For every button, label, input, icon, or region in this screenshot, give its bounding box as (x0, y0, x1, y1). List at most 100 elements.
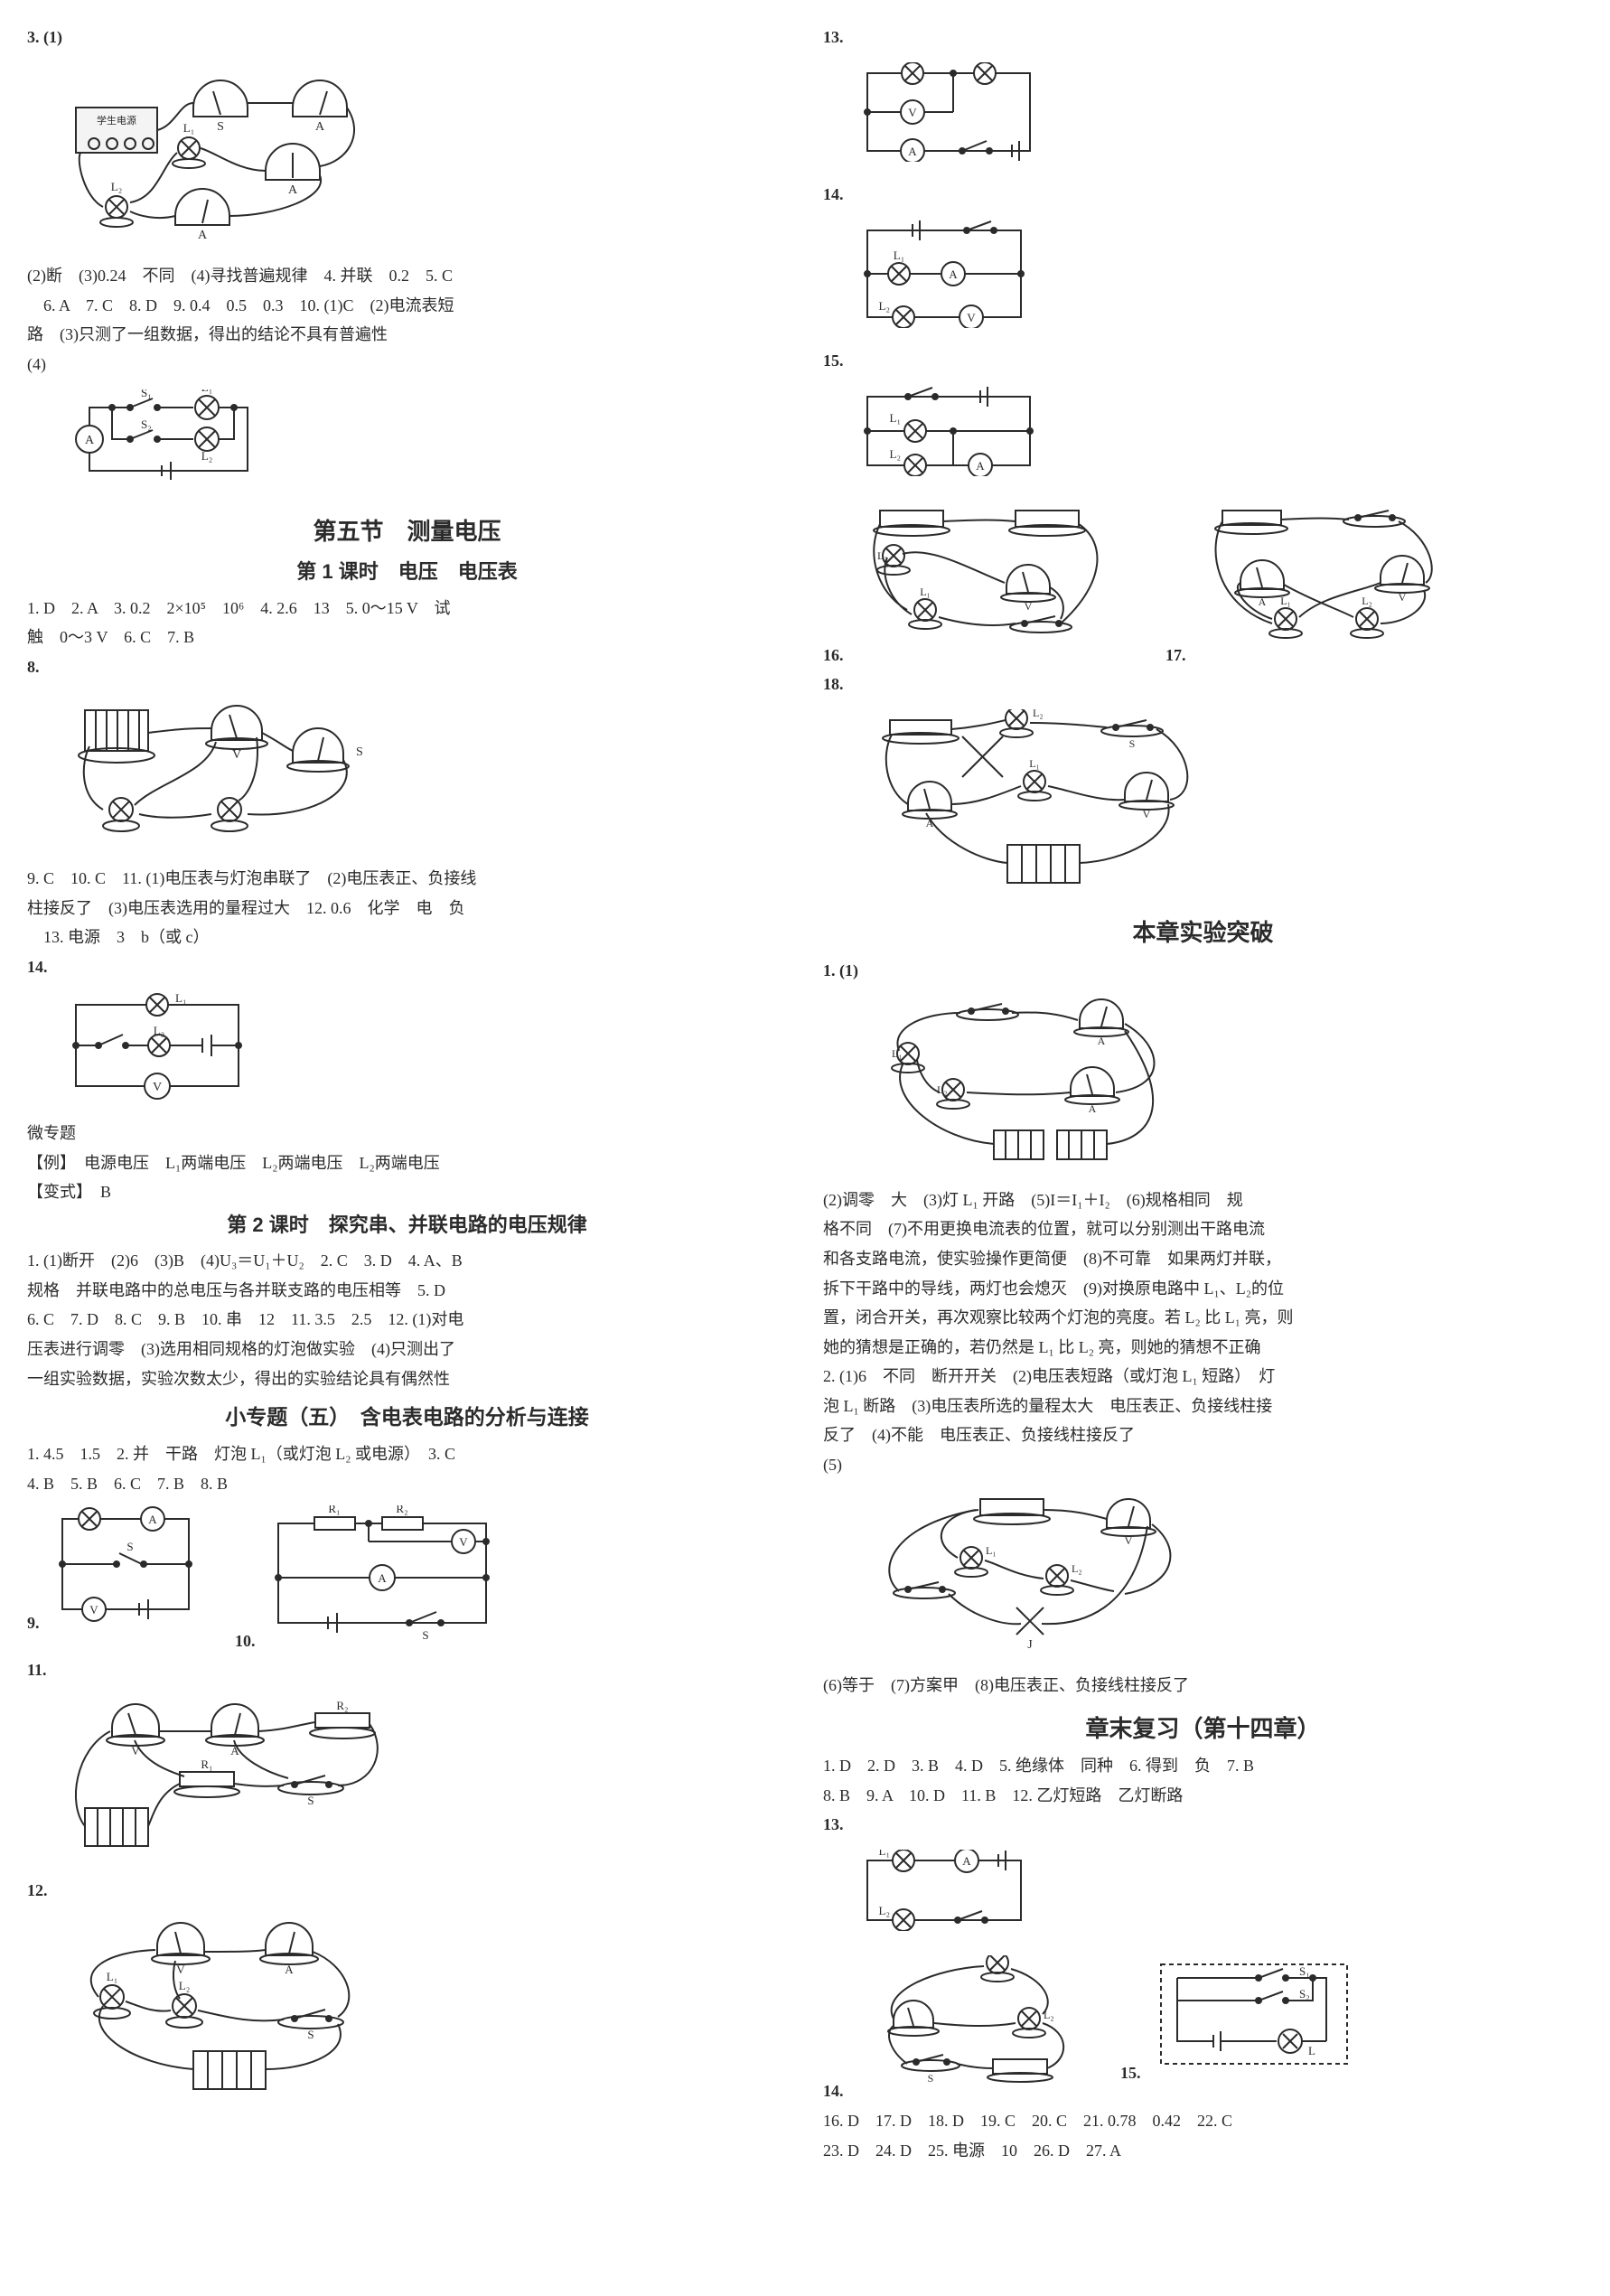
svg-text:A: A (1259, 595, 1267, 608)
rev-title: 章末复习（第十四章） (823, 1709, 1583, 1748)
exp-l4: 拆下干路中的导线，两灯也会熄灭 (9)对换原电路中 L₁、L₂的位 (823, 1275, 1583, 1303)
svg-text:R₂: R₂ (336, 1699, 348, 1712)
rev-q13: 13. (823, 1815, 844, 1833)
svg-text:V: V (1399, 591, 1407, 604)
page-root: 3. (1) 学生电源 S A A A L₁ (27, 22, 1583, 2166)
svg-text:L₁: L₁ (201, 389, 212, 394)
exp-q1: 1. (1) (823, 961, 858, 979)
svg-text:R₁: R₁ (328, 1505, 340, 1515)
diagram-t5-9: L A S V (43, 1500, 208, 1628)
q3-line3: 6. A 7. C 8. D 9. 0.4 0.5 0.3 10. (1)C (… (27, 292, 787, 320)
svg-text:L₂: L₂ (890, 447, 901, 461)
diagram-t5-10: R₁ R₂ V A S (259, 1500, 505, 1646)
svg-text:L₁: L₁ (892, 1047, 903, 1060)
svg-text:S: S (918, 386, 924, 387)
rev-l3: 16. D 17. D 18. D 19. C 20. C 21. 0.78 0… (823, 2107, 1583, 2135)
svg-text:S₂: S₂ (141, 417, 152, 431)
diagram-t5-11: V A R₂ R₁ S (52, 1690, 787, 1872)
s5p1-l5: 13. 电源 3 b（或 c） (27, 923, 787, 951)
exp-l6: 她的猜想是正确的，若仍然是 L₁ 比 L₂ 亮，则她的猜想不正确 (823, 1334, 1583, 1362)
diagram-r15: S L₁ L₂ A (848, 380, 1583, 491)
svg-text:L₂: L₂ (154, 1024, 164, 1037)
diagram-r13: L₁ L₂ V A (848, 57, 1583, 176)
svg-text:V: V (1125, 1534, 1133, 1547)
diagram-r17: V A L₁ L₂ (1190, 496, 1463, 661)
svg-text:A: A (1089, 1102, 1097, 1115)
exp-l7: 2. (1)6 不同 断开开关 (2)电压表短路（或灯泡 L₁ 短路） 灯 (823, 1363, 1583, 1391)
svg-text:L₁: L₁ (1280, 595, 1291, 607)
diagram-rev14: L₁ L₂ S (847, 1950, 1093, 2096)
sec5-sub2: 第 2 课时 探究串、并联电路的电压规律 (27, 1208, 787, 1242)
svg-text:L₂: L₂ (1072, 1562, 1082, 1575)
topic5-title: 小专题（五） 含电表电路的分析与连接 (27, 1400, 787, 1435)
diagram-3-4: S₁ L₁ A S₂ L₂ (52, 384, 787, 503)
svg-text:L₂: L₂ (879, 1904, 890, 1917)
svg-text:L₁: L₁ (890, 411, 901, 425)
svg-text:L₂: L₂ (1362, 595, 1372, 607)
t5-l1: 1. 4.5 1.5 2. 并 干路 灯泡 L₁（或灯泡 L₂ 或电源） 3. … (27, 1440, 787, 1468)
svg-text:L₂: L₂ (937, 1083, 948, 1096)
svg-text:L₁: L₁ (183, 121, 194, 135)
r-q18: 18. (823, 675, 844, 693)
left-column: 3. (1) 学生电源 S A A A L₁ (27, 22, 787, 2166)
svg-text:A: A (378, 1571, 387, 1585)
rev-l4: 23. D 24. D 25. 电源 10 26. D 27. A (823, 2137, 1583, 2165)
svg-text:S: S (422, 1628, 428, 1641)
t5-q11: 11. (27, 1661, 47, 1679)
svg-text:L₂: L₂ (879, 299, 890, 313)
t5-q9: 9. (27, 1614, 40, 1632)
svg-text:L₁: L₁ (920, 586, 931, 598)
r-q14: 14. (823, 185, 844, 203)
svg-text:L₂: L₂ (201, 449, 212, 463)
exp-l9: 反了 (4)不能 电压表正、负接线柱接反了 (823, 1421, 1583, 1449)
s5p1-l4: 柱接反了 (3)电压表选用的量程过大 12. 0.6 化学 电 负 (27, 895, 787, 923)
svg-text:A: A (198, 229, 208, 242)
sec5-title: 第五节 测量电压 (27, 511, 787, 551)
svg-text:V: V (1025, 600, 1033, 613)
q3-line2: (2)断 (3)0.24 不同 (4)寻找普遍规律 4. 并联 0.2 5. C (27, 262, 787, 290)
diagram-s5p1-14: L₁ L₂ V (52, 986, 787, 1114)
t5-q10: 10. (235, 1632, 256, 1650)
micro: 微专题 (27, 1120, 787, 1148)
r-q13: 13. (823, 28, 844, 46)
svg-text:L₁: L₁ (175, 991, 186, 1005)
exp-l10: (6)等于 (7)方案甲 (8)电压表正、负接线柱接反了 (823, 1672, 1583, 1700)
exp-l5: 置，闭合开关，再次观察比较两个灯泡的亮度。若 L₂ 比 L₁ 亮，则 (823, 1304, 1583, 1332)
diagram-r18: L₂ S A L₁ V (848, 704, 1583, 904)
exp-l3: 和各支路电流，使实验操作更简便 (8)不可靠 如果两灯并联， (823, 1245, 1583, 1273)
svg-text:V: V (153, 1081, 162, 1094)
svg-text:A: A (315, 120, 325, 134)
svg-text:V: V (89, 1603, 98, 1617)
svg-text:L₁: L₁ (907, 62, 918, 63)
exp-q5: (5) (823, 1456, 842, 1474)
svg-text:A: A (976, 459, 985, 473)
svg-text:S₁: S₁ (1299, 1964, 1310, 1978)
svg-text:S: S (356, 745, 363, 759)
s5p2-l4: 压表进行调零 (3)选用相同规格的灯泡做实验 (4)只测出了 (27, 1335, 787, 1364)
diagram-exp5: V L₁ L₂ J (848, 1485, 1583, 1667)
rev-l2: 8. B 9. A 10. D 11. B 12. 乙灯短路 乙灯断路 (823, 1782, 1583, 1810)
exp-l1: (2)调零 大 (3)灯 L₁ 开路 (5)I＝I₁＋I₂ (6)规格相同 规 (823, 1186, 1583, 1214)
rev-q15: 15. (1120, 2064, 1141, 2082)
diagram-rev13: L₁ A L₂ (848, 1844, 1583, 1945)
sec5-sub1: 第 1 课时 电压 电压表 (27, 555, 787, 588)
svg-text:J: J (1027, 1638, 1033, 1652)
s5p1-l1: 1. D 2. A 3. 0.2 2×10⁵ 10⁶ 4. 2.6 13 5. … (27, 595, 787, 623)
s5p1-q8: 8. (27, 658, 40, 676)
svg-text:A: A (949, 267, 958, 281)
diagram-r14: L₁ A L₂ V (848, 214, 1583, 342)
q3-line5: (4) (27, 351, 787, 379)
exp-l2: 格不同 (7)不用更换电流表的位置，就可以分别测出干路电流 (823, 1215, 1583, 1243)
svg-text:R₂: R₂ (396, 1505, 407, 1515)
r-q17: 17. (1165, 646, 1186, 664)
s5p1-l2: 触 0～3 V 6. C 7. B (27, 623, 787, 651)
q3-lead: 3. (1) (27, 28, 62, 46)
s5p2-l3: 6. C 7. D 8. C 9. B 10. 串 12 11. 3.5 2.5… (27, 1306, 787, 1334)
svg-text:A: A (285, 1963, 294, 1976)
svg-text:S₁: S₁ (141, 389, 152, 399)
svg-text:L: L (1308, 2044, 1315, 2057)
svg-text:S: S (217, 120, 224, 134)
rev-l1: 1. D 2. D 3. B 4. D 5. 绝缘体 同种 6. 得到 负 7.… (823, 1752, 1583, 1780)
r-q15: 15. (823, 351, 844, 370)
s5p1-l3: 9. C 10. C 11. (1)电压表与灯泡串联了 (2)电压表正、负接线 (27, 865, 787, 893)
